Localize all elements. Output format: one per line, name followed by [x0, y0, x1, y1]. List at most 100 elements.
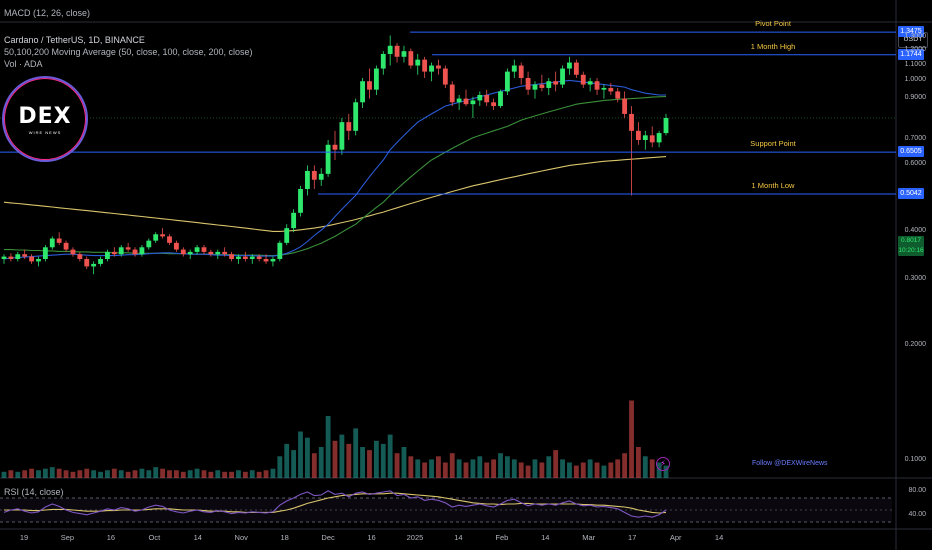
candle-body — [167, 236, 172, 243]
x-tick-label: 14 — [454, 533, 463, 542]
volume-bar — [470, 459, 476, 478]
ma200-line — [3, 156, 667, 232]
volume-bar — [532, 459, 538, 478]
candle-body — [346, 122, 352, 131]
symbol-title[interactable]: Cardano / TetherUS, 1D, BINANCE — [4, 35, 145, 45]
volume-bar — [477, 456, 483, 478]
candle-body — [187, 251, 193, 255]
candle-body — [442, 68, 448, 85]
candle-body — [387, 45, 393, 54]
volume-bar — [256, 471, 262, 478]
volume-bar — [367, 450, 372, 478]
level-price-tag: 1.3475 — [898, 26, 924, 38]
volume-bar — [649, 459, 655, 478]
candle-body — [567, 62, 572, 69]
x-tick-label: 18 — [280, 533, 289, 542]
volume-bar — [518, 462, 524, 478]
candle-body — [525, 77, 531, 90]
candle-body — [615, 91, 621, 99]
volume-bar — [284, 443, 290, 478]
volume-bar — [484, 462, 490, 478]
rsi-indicator-title[interactable]: RSI (14, close) — [4, 487, 64, 497]
volume-bar — [105, 470, 110, 478]
volume-bar — [146, 470, 152, 478]
volume-bar — [498, 453, 503, 478]
volume-bar — [222, 471, 228, 478]
current-price-tag: 0.8017 10:20:16 — [898, 236, 924, 256]
candle-body — [105, 251, 110, 259]
current-price-countdown: 10:20:16 — [898, 247, 924, 254]
volume-bar — [394, 453, 400, 478]
candle-body — [236, 256, 241, 259]
candle-body — [546, 81, 552, 88]
volume-bar — [663, 465, 669, 478]
y-tick-label: 0.1000 — [904, 455, 926, 463]
volume-bar — [63, 470, 69, 478]
candle-body — [132, 249, 138, 255]
current-price-value: 0.8017 — [901, 237, 921, 244]
volume-bar — [615, 459, 621, 478]
volume-bar — [167, 470, 172, 478]
volume-bar — [153, 467, 159, 478]
volume-bar — [511, 459, 517, 478]
volume-bar — [567, 462, 572, 478]
volume-bar — [201, 470, 207, 478]
candle-body — [84, 258, 90, 267]
volume-bar — [629, 400, 634, 478]
candle-body — [98, 258, 103, 264]
x-tick-label: 17 — [628, 533, 637, 542]
volume-bar — [1, 471, 7, 478]
candle-body — [208, 251, 214, 255]
volume-bar — [270, 468, 276, 478]
volume-bar — [305, 437, 310, 478]
candle-body — [532, 84, 538, 90]
volume-bar — [70, 471, 76, 478]
volume-bar — [560, 459, 565, 478]
candle-body — [429, 65, 434, 72]
volume-bar — [118, 470, 124, 478]
candle-body — [360, 81, 365, 103]
level-label: Pivot Point — [755, 19, 791, 29]
lightning-icon[interactable]: ⚡ — [656, 457, 670, 471]
volume-bar — [187, 470, 193, 478]
candle-body — [139, 247, 145, 255]
candle-body — [511, 65, 517, 72]
candle-body — [642, 135, 648, 140]
volume-bar — [608, 462, 614, 478]
volume-bar — [580, 462, 586, 478]
volume-bar — [415, 459, 421, 478]
volume-bar — [360, 447, 365, 478]
rsi-ma-line — [4, 492, 667, 514]
volume-bar — [236, 470, 241, 478]
x-tick-label: 19 — [19, 533, 29, 542]
volume-bar — [77, 470, 83, 478]
macd-indicator-title[interactable]: MACD (12, 26, close) — [4, 8, 91, 18]
volume-bar — [8, 470, 14, 478]
level-price-tag: 1.1744 — [898, 48, 924, 60]
volume-bar — [56, 468, 62, 478]
candle-body — [125, 247, 131, 250]
candle-body — [594, 81, 600, 90]
candle-body — [29, 256, 34, 262]
candle-body — [70, 249, 76, 255]
volume-bar — [194, 468, 200, 478]
candle-body — [36, 258, 41, 262]
candle-body — [353, 102, 359, 131]
ma-indicator-title[interactable]: 50,100,200 Moving Average (50, close, 10… — [4, 47, 253, 57]
y-tick-label: 1.1000 — [904, 60, 926, 68]
y-tick-label: 0.7000 — [904, 134, 926, 142]
volume-bar — [229, 471, 234, 478]
candle-body — [153, 234, 159, 241]
rsi-line — [3, 490, 667, 518]
candle-body — [256, 256, 262, 259]
volume-indicator-title[interactable]: Vol · ADA — [4, 59, 43, 69]
candle-body — [160, 234, 166, 237]
volume-bar — [346, 443, 352, 478]
y-tick-label: 0.6000 — [904, 160, 926, 168]
volume-bar — [180, 471, 186, 478]
candle-body — [560, 68, 565, 85]
x-tick-label: Mar — [582, 533, 596, 542]
volume-bar — [332, 440, 338, 478]
candle-body — [649, 135, 655, 143]
candle-body — [408, 51, 414, 66]
